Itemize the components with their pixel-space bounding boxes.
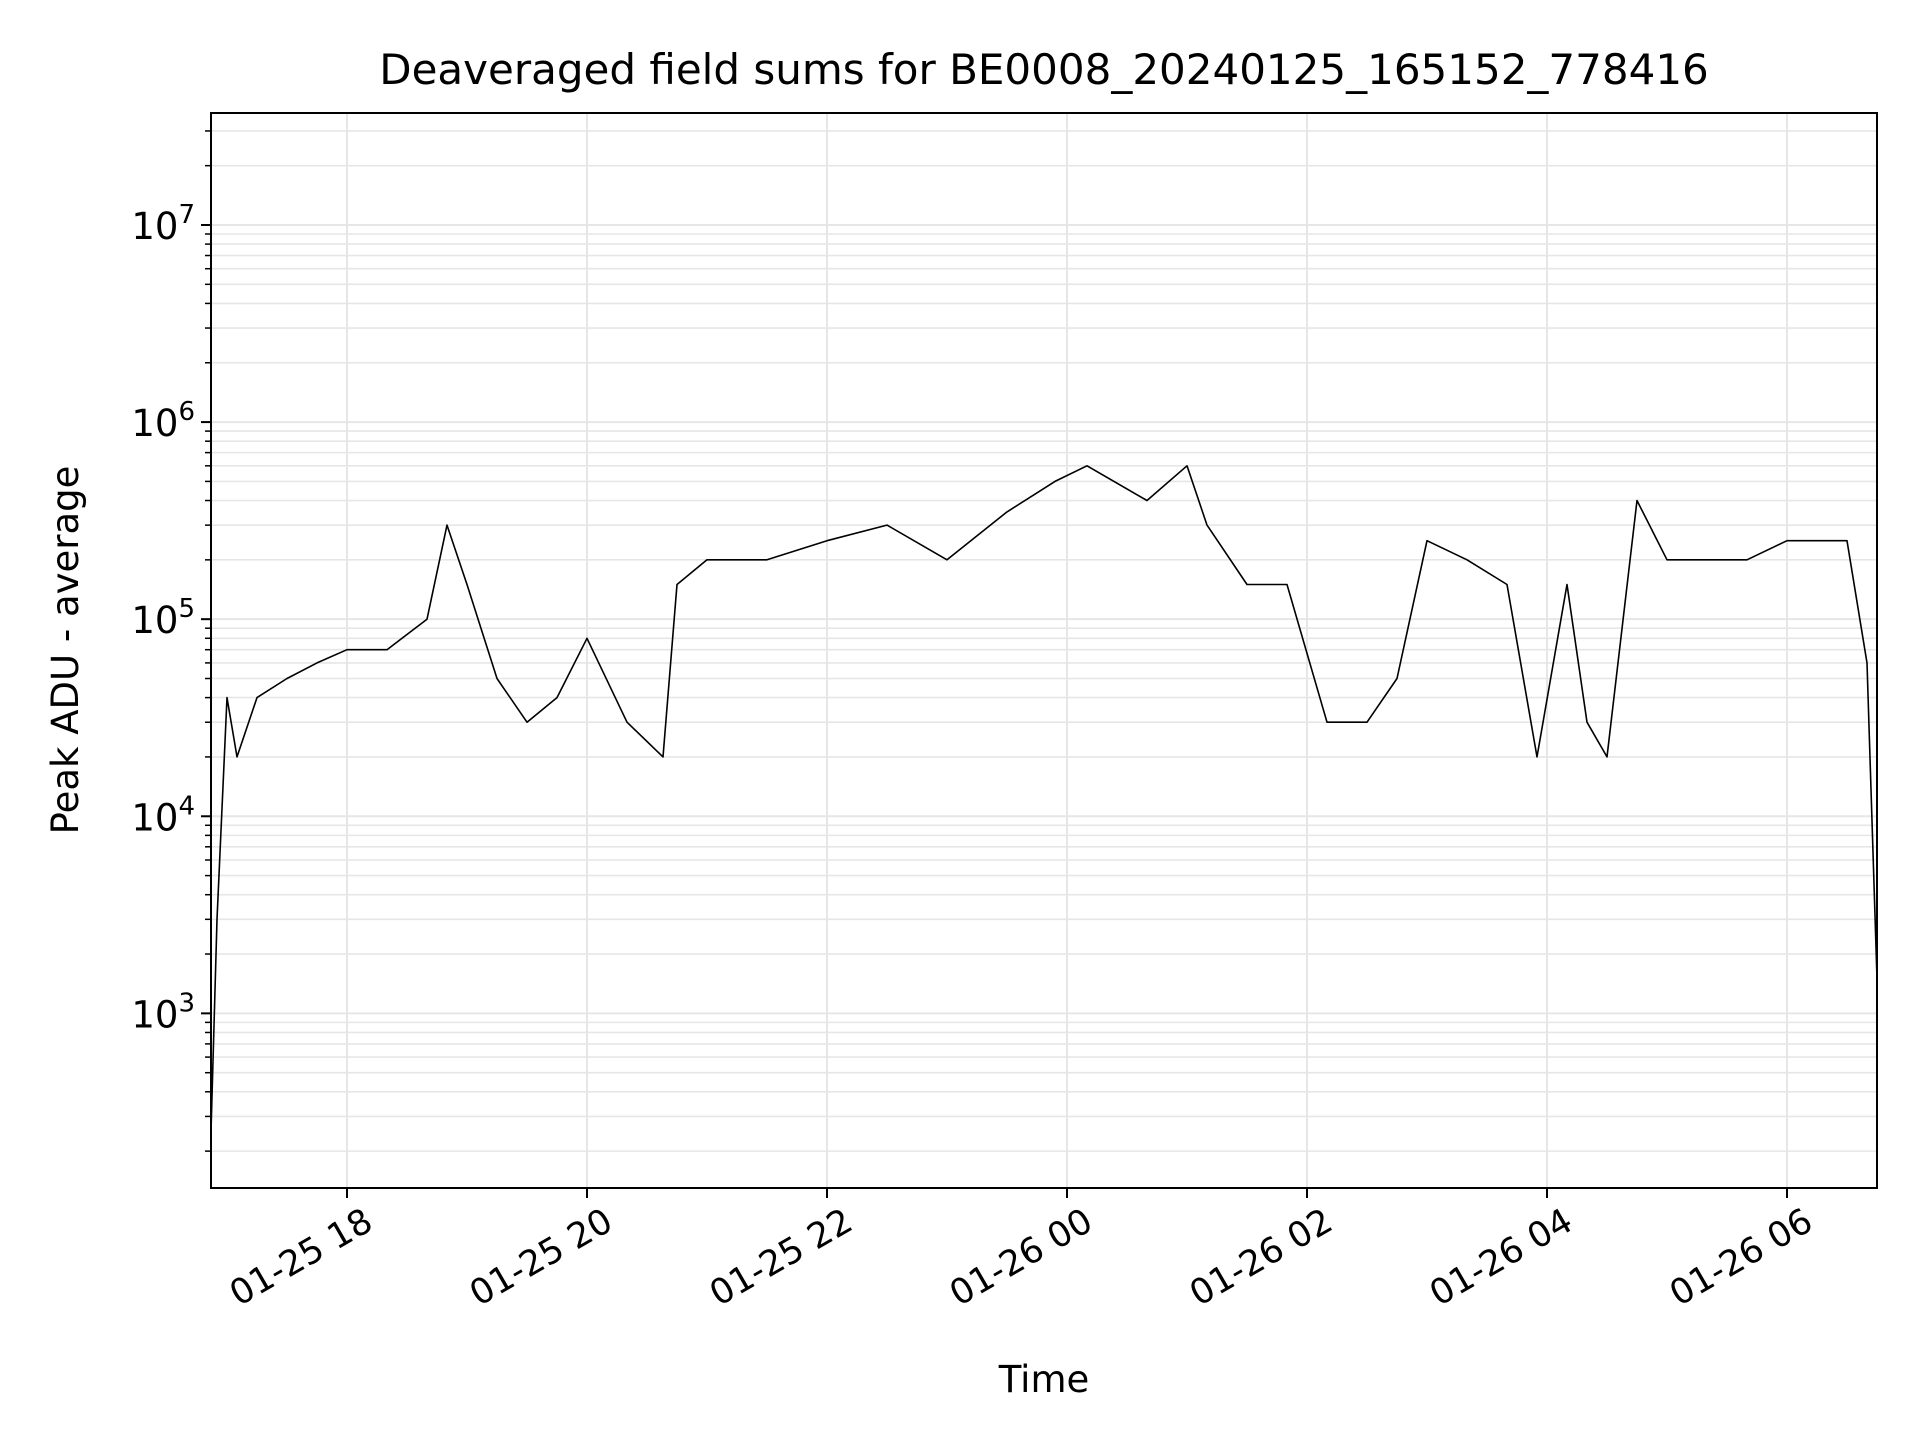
series-layer (210, 464, 1878, 1133)
y-tick-label: 105 (131, 594, 195, 642)
series-line (210, 464, 1878, 1133)
y-axis-label: Peak ADU - average (44, 466, 87, 835)
y-tick-label: 103 (131, 988, 195, 1036)
y-tick-base: 10 (131, 402, 178, 445)
y-tick-exponent: 6 (178, 397, 195, 427)
y-tick-exponent: 4 (178, 791, 195, 821)
grid-lines (211, 113, 1877, 1188)
plot-frame (210, 112, 1878, 1189)
y-tick-base: 10 (131, 205, 178, 248)
y-tick-label: 107 (131, 200, 195, 248)
y-tick-exponent: 5 (178, 594, 195, 624)
y-tick-base: 10 (131, 993, 178, 1036)
y-tick-base: 10 (131, 796, 178, 839)
x-axis-label: Time (998, 1358, 1090, 1401)
y-tick-exponent: 7 (178, 200, 195, 230)
chart-title: Deaveraged field sums for BE0008_2024012… (379, 45, 1709, 94)
y-tick-label: 104 (131, 791, 195, 839)
y-tick-exponent: 3 (178, 988, 195, 1018)
y-tick-label: 106 (131, 397, 195, 445)
y-tick-base: 10 (131, 599, 178, 642)
